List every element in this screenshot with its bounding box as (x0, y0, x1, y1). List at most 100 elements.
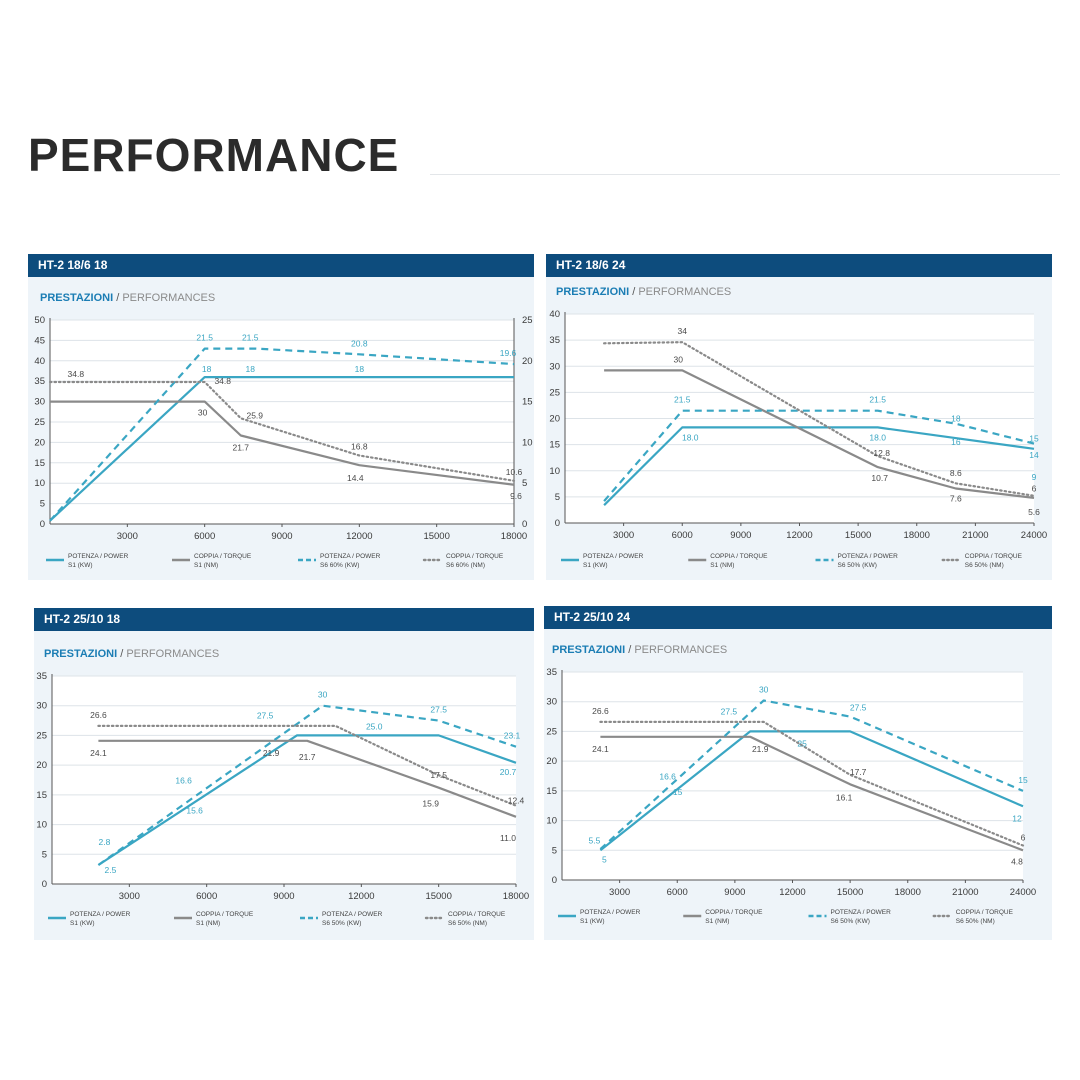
x-tick-label: 15000 (837, 887, 863, 898)
title-divider (430, 174, 1060, 175)
x-tick-label: 6000 (196, 891, 217, 902)
y-tick-label: 0 (555, 518, 560, 529)
series-line-torque-s1-nm (600, 735, 1024, 852)
subtitle-it: PRESTAZIONI (40, 292, 114, 304)
legend-label-sub: S1 (NM) (705, 918, 729, 925)
legend-label: POTENZA / POWER (831, 909, 892, 916)
subtitle-en: PERFORMANCES (634, 644, 728, 656)
legend-label: POTENZA / POWER (70, 911, 131, 918)
panel-subtitle: PRESTAZIONI / PERFORMANCES (552, 644, 728, 656)
legend-label-sub: S6 50% (KW) (322, 920, 361, 927)
data-label: 6 (1021, 832, 1026, 842)
series-line-power-s6-50-kw (603, 409, 1035, 502)
data-label: 24.1 (90, 748, 107, 758)
legend-label: COPPIA / TORQUE (196, 911, 254, 918)
data-label: 15 (1029, 434, 1039, 444)
y-tick-label: 10 (549, 466, 560, 477)
x-tick-label: 18000 (895, 887, 921, 898)
data-label: 20.7 (500, 767, 517, 777)
legend-label: COPPIA / TORQUE (194, 553, 252, 560)
panel-title: HT-2 25/10 18 (34, 608, 534, 631)
data-label: 8.6 (950, 468, 962, 478)
legend-label: POTENZA / POWER (322, 911, 383, 918)
chart-svg: 0 5 10 15 20 25 30 35 3000 6000 9000 12000 15000 1800… (546, 667, 1036, 925)
x-tick-label: 18000 (503, 891, 529, 902)
page-title: PERFORMANCE (28, 129, 400, 181)
y-tick-label: 25 (546, 726, 557, 737)
legend-label: POTENZA / POWER (580, 909, 641, 916)
y-tick-label: 25 (34, 417, 45, 428)
y-tick-label: 40 (549, 309, 560, 320)
data-label: 21.5 (869, 395, 886, 405)
data-label: 15 (1018, 775, 1028, 785)
data-label: 4.8 (1011, 856, 1023, 866)
data-label: 7.6 (950, 494, 962, 504)
data-label: 5.5 (589, 835, 601, 845)
subtitle-en: PERFORMANCES (126, 648, 220, 660)
data-label: 16 (951, 437, 961, 447)
data-label: 20.8 (351, 338, 368, 348)
data-label: 27.5 (430, 705, 447, 715)
y-tick-label: 15 (34, 458, 45, 469)
legend-label: POTENZA / POWER (320, 553, 381, 560)
legend-label-sub: S1 (KW) (583, 562, 608, 569)
data-label: 21.9 (263, 748, 280, 758)
chart-panel-ht2-18-6-24: HT-2 18/6 24 PRESTAZIONI / PERFORMANCES … (546, 254, 1052, 580)
data-label: 16.6 (175, 775, 192, 785)
y2-tick-label: 0 (522, 519, 527, 530)
legend-label: COPPIA / TORQUE (710, 553, 768, 560)
x-tick-label: 6000 (672, 530, 693, 541)
subtitle-it: PRESTAZIONI (44, 648, 118, 660)
data-label: 10.7 (871, 473, 888, 483)
y2-tick-label: 5 (522, 478, 527, 489)
y-tick-label: 0 (42, 879, 47, 890)
data-label: 11.0 (500, 833, 516, 843)
legend-label-sub: S6 50% (NM) (965, 562, 1004, 569)
plot-area (52, 676, 516, 884)
plot-area (562, 672, 1023, 880)
data-label: 25.0 (366, 721, 383, 731)
x-tick-label: 6000 (667, 887, 688, 898)
data-label: 27.5 (721, 707, 738, 717)
x-tick-label: 9000 (273, 891, 294, 902)
y-tick-label: 35 (549, 335, 560, 346)
legend-label-sub: S6 50% (KW) (831, 918, 870, 925)
data-label: 15.6 (186, 805, 203, 815)
series-line-torque-s6-50-nm (602, 341, 1036, 497)
y-tick-label: 5 (552, 845, 557, 856)
x-tick-label: 12000 (779, 887, 805, 898)
data-label: 21.5 (674, 395, 691, 405)
y2-tick-label: 25 (522, 315, 533, 326)
data-label: 5.6 (1028, 507, 1040, 517)
x-tick-label: 21000 (962, 530, 988, 541)
y-tick-label: 30 (549, 361, 560, 372)
series-line-torque-s6-50-nm (599, 720, 1025, 847)
legend-label-sub: S1 (KW) (580, 918, 605, 925)
y-tick-label: 15 (549, 440, 560, 451)
y-tick-label: 20 (549, 414, 560, 425)
panel-subtitle: PRESTAZIONI / PERFORMANCES (44, 648, 220, 660)
legend-label: COPPIA / TORQUE (448, 911, 506, 918)
chart-svg: 0 5 10 15 20 25 30 35 40 3000 6000 9000 12000 15000 18… (549, 309, 1047, 569)
data-label: 17.5 (430, 770, 447, 780)
y-tick-label: 40 (34, 356, 45, 367)
series-line-torque-s6-50-nm (97, 724, 518, 807)
y-tick-label: 10 (546, 816, 557, 827)
data-label: 30 (318, 690, 328, 700)
y-tick-label: 0 (40, 519, 45, 530)
chart-svg: 0 5 10 15 20 25 30 35 3000 6000 9000 12000 15000 1800… (36, 671, 529, 927)
data-label: 16.8 (351, 441, 368, 451)
chart-panel-ht2-25-10-18: HT-2 25/10 18 PRESTAZIONI / PERFORMANCES… (34, 608, 534, 940)
data-label: 18.0 (682, 432, 699, 442)
panel-title: HT-2 25/10 24 (544, 606, 1052, 629)
data-label: 18 (951, 414, 961, 424)
x-tick-label: 18000 (501, 531, 527, 542)
data-label: 27.5 (257, 711, 274, 721)
series-line-torque-s6-60-nm (48, 380, 516, 482)
data-label: 2.5 (104, 865, 116, 875)
legend-label-sub: S1 (KW) (70, 920, 95, 927)
legend-label-sub: S1 (NM) (196, 920, 220, 927)
subtitle-en: PERFORMANCES (638, 286, 732, 298)
y-tick-label: 45 (34, 335, 45, 346)
y-tick-label: 0 (552, 875, 557, 886)
